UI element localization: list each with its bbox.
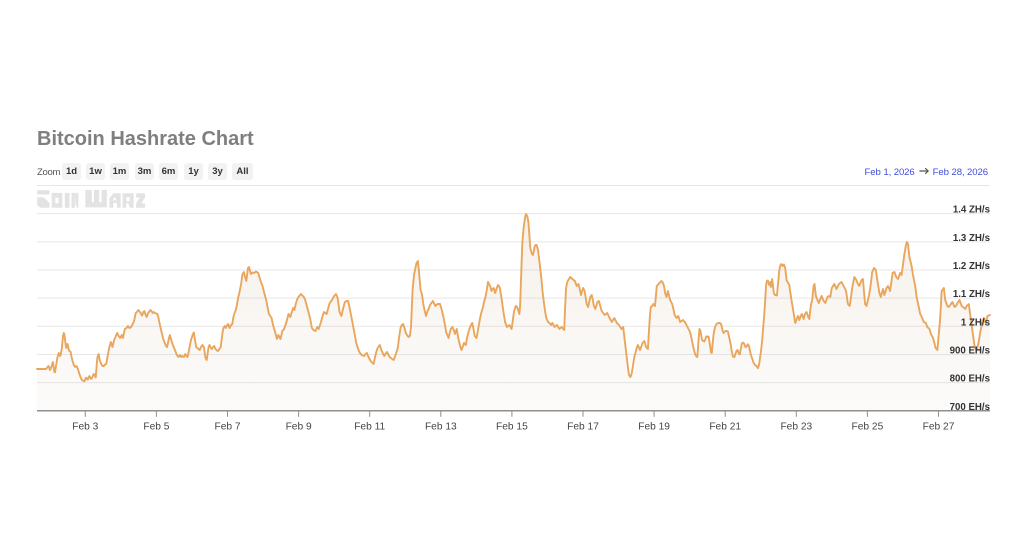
svg-text:Feb 23: Feb 23: [780, 422, 812, 433]
svg-text:Feb 13: Feb 13: [425, 422, 457, 433]
svg-text:1.3 ZH/s: 1.3 ZH/s: [953, 233, 990, 244]
svg-text:800 EH/s: 800 EH/s: [950, 374, 990, 385]
svg-text:Feb 11: Feb 11: [354, 422, 385, 433]
svg-text:Feb 7: Feb 7: [214, 422, 240, 433]
svg-text:Feb 17: Feb 17: [567, 422, 599, 433]
svg-text:1 ZH/s: 1 ZH/s: [961, 317, 990, 328]
svg-text:900 EH/s: 900 EH/s: [950, 345, 990, 356]
svg-text:Feb 19: Feb 19: [638, 422, 670, 433]
svg-text:Feb 15: Feb 15: [496, 422, 528, 433]
svg-text:1.4 ZH/s: 1.4 ZH/s: [953, 205, 990, 216]
svg-text:Feb 25: Feb 25: [852, 422, 884, 433]
svg-text:Feb 9: Feb 9: [286, 422, 312, 433]
svg-text:Feb 27: Feb 27: [923, 422, 955, 433]
svg-text:700 EH/s: 700 EH/s: [950, 402, 990, 413]
svg-text:1.1 ZH/s: 1.1 ZH/s: [953, 289, 990, 300]
svg-text:Feb 5: Feb 5: [143, 422, 169, 433]
svg-text:1.2 ZH/s: 1.2 ZH/s: [953, 261, 990, 272]
svg-text:Feb 21: Feb 21: [709, 422, 741, 433]
svg-text:Feb 3: Feb 3: [72, 422, 98, 433]
